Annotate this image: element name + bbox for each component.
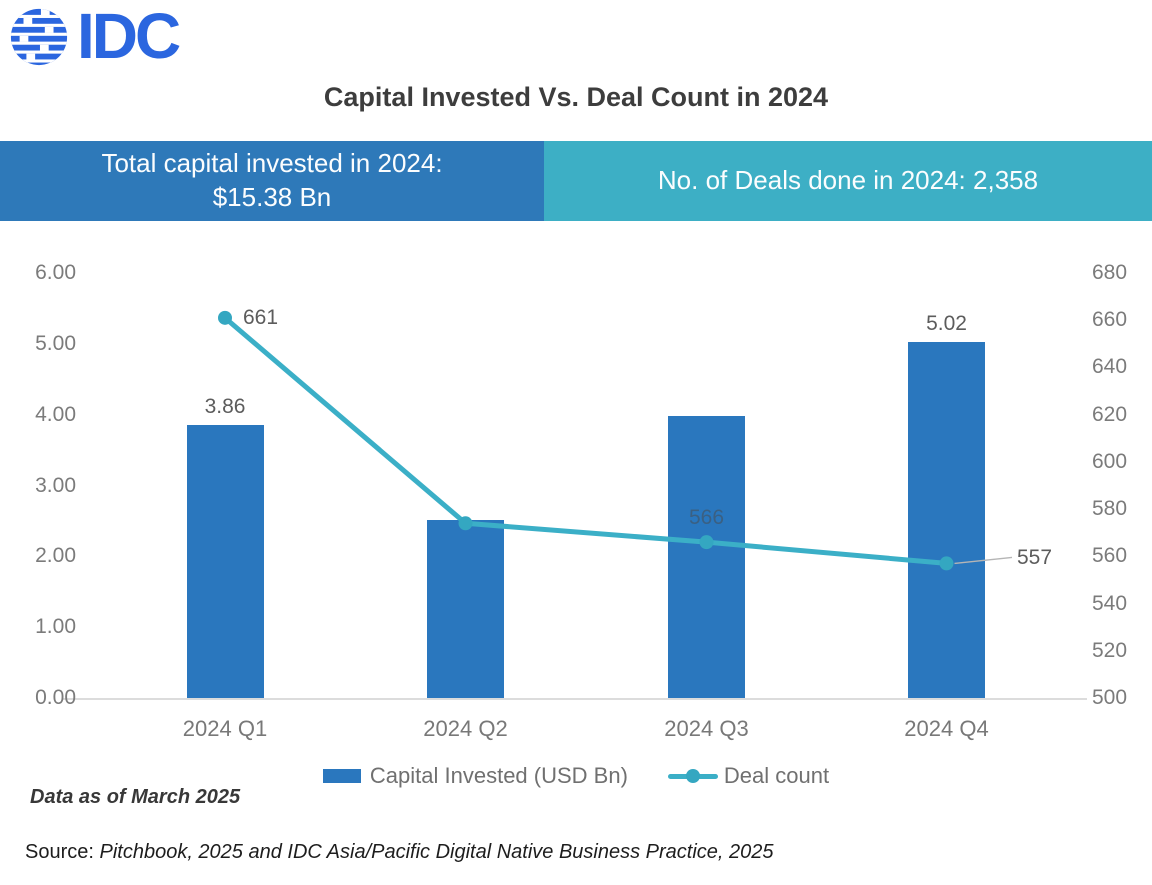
right-axis-tick-label: 680 [1092, 261, 1128, 284]
x-axis-label: 2024 Q3 [664, 716, 749, 741]
idc-globe-icon [10, 8, 68, 66]
idc-logo: IDC [8, 0, 181, 72]
legend-swatch-bar-icon [322, 769, 361, 783]
banner-total-capital-line1: Total capital invested in 2024: [101, 148, 443, 179]
y-axis-tick-label: 2.00 [35, 544, 76, 568]
right-axis-tick-label: 520 [1092, 638, 1128, 662]
legend-label-capital-invested: Capital Invested (USD Bn) [369, 763, 628, 788]
bar-value-label: 5.02 [926, 312, 967, 336]
y-axis-tick-label: 0.00 [35, 686, 76, 709]
banner-total-capital: Total capital invested in 2024: $15.38 B… [0, 141, 544, 221]
deal-count-label: 557 [1017, 546, 1053, 570]
x-axis-baseline [63, 698, 1087, 700]
right-axis-tick-label: 560 [1092, 544, 1128, 568]
y-axis-tick-label: 6.00 [35, 261, 76, 284]
bar-2024-q4 [908, 342, 985, 698]
banner-deal-count-label: No. of Deals done in 2024: 2,358 [657, 165, 1039, 196]
chart-title: Capital Invested Vs. Deal Count in 2024 [323, 82, 829, 112]
legend-swatch-line-icon [667, 769, 718, 783]
source-note: Source: Pitchbook, 2025 and IDC Asia/Pac… [25, 841, 774, 864]
right-axis-tick-label: 540 [1092, 591, 1128, 615]
x-axis-label: 2024 Q2 [423, 716, 508, 741]
banner-total-capital-line2: $15.38 Bn [212, 182, 332, 212]
banner-deal-count: No. of Deals done in 2024: 2,358 [544, 141, 1152, 221]
right-axis-tick-label: 620 [1092, 402, 1128, 426]
right-axis-tick-label: 600 [1092, 449, 1128, 473]
deal-count-polyline [222, 315, 949, 566]
y-axis-tick-label: 4.00 [35, 402, 76, 426]
data-as-of-note: Data as of March 2025 [30, 786, 241, 808]
right-axis-tick-label: 500 [1092, 686, 1128, 709]
legend-label-deal-count: Deal count [723, 763, 830, 788]
source-text: Pitchbook, 2025 and IDC Asia/Pacific Dig… [99, 841, 774, 863]
bar-2024-q3 [668, 416, 745, 698]
deal-count-label: 661 [243, 305, 279, 329]
x-axis-label: 2024 Q4 [904, 716, 989, 741]
right-axis-tick-label: 580 [1092, 497, 1128, 521]
y-axis-tick-label: 5.00 [35, 331, 76, 355]
deal-count-marker [218, 310, 232, 325]
x-axis-label: 2024 Q1 [182, 716, 268, 741]
right-axis-tick-label: 640 [1092, 355, 1128, 379]
chart-legend: Capital Invested (USD Bn) Deal count [0, 763, 1152, 789]
right-axis-tick-label: 660 [1092, 308, 1128, 332]
y-axis-tick-label: 1.00 [35, 615, 76, 639]
bar-value-label: 3.86 [204, 394, 246, 418]
legend-line-dot [685, 769, 700, 783]
bar-2024-q2 [427, 519, 504, 698]
idc-logo-text: IDC [77, 0, 181, 72]
deal-count-label: 566 [688, 506, 725, 530]
bar-2024-q1 [186, 424, 264, 698]
source-prefix: Source: [25, 841, 100, 863]
y-axis-tick-label: 3.00 [35, 473, 76, 497]
